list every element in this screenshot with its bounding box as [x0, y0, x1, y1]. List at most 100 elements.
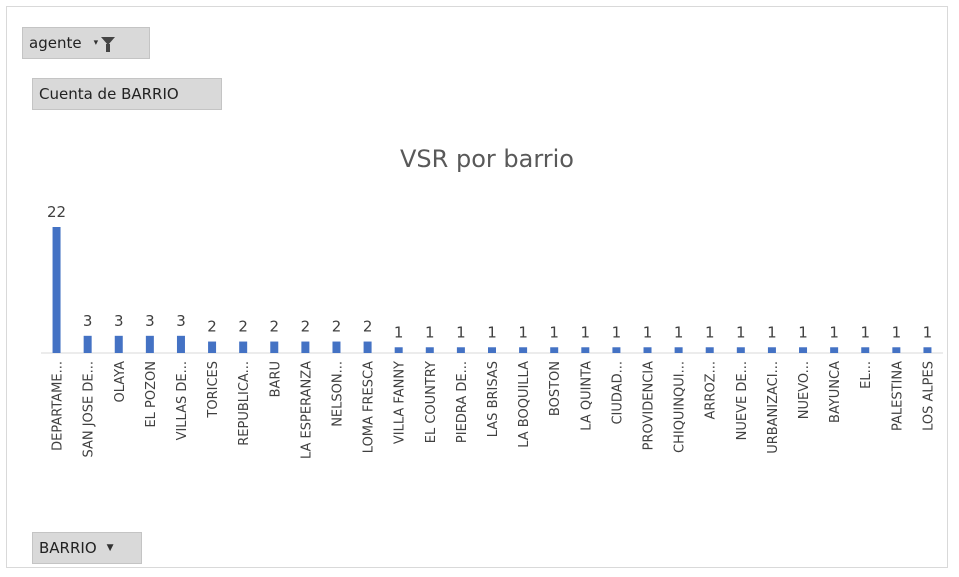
cuenta-de-barrio-button[interactable]: Cuenta de BARRIO: [32, 78, 222, 110]
category-label-26: EL...: [859, 361, 874, 389]
bar-22[interactable]: [736, 347, 745, 353]
data-label-12: 1: [425, 323, 435, 341]
bar-17[interactable]: [581, 347, 590, 353]
category-label-11: VILLA FANNY: [393, 361, 408, 444]
category-label-20: CHIQUINQUI...: [673, 361, 688, 453]
bar-12[interactable]: [425, 347, 434, 353]
data-label-14: 1: [487, 323, 497, 341]
funnel-icon: [101, 37, 116, 52]
dropdown-arrow-icon: ▾: [93, 38, 99, 48]
filter-field-label: agente: [29, 34, 82, 52]
category-label-12: EL COUNTRY: [424, 361, 439, 443]
dropdown-arrow-icon: ▼: [106, 543, 114, 553]
bar-25[interactable]: [830, 347, 839, 353]
category-label-17: LA QUINTA: [579, 361, 594, 431]
data-label-5: 2: [207, 318, 217, 336]
bar-1[interactable]: [83, 335, 92, 353]
bar-13[interactable]: [456, 347, 465, 353]
category-label-9: NELSON...: [330, 361, 345, 427]
bar-20[interactable]: [674, 347, 683, 353]
category-label-8: LA ESPERANZA: [299, 361, 314, 459]
category-label-4: VILLAS DE...: [175, 361, 190, 440]
data-label-23: 1: [767, 323, 777, 341]
data-label-11: 1: [394, 323, 404, 341]
bar-15[interactable]: [519, 347, 528, 353]
category-label-16: BOSTON: [548, 361, 563, 416]
barrio-axis-button[interactable]: BARRIO ▼: [32, 532, 142, 564]
category-label-19: PROVIDENCIA: [642, 361, 657, 450]
category-label-15: LA BOQUILLA: [517, 361, 532, 448]
category-label-13: PIEDRA DE...: [455, 361, 470, 443]
data-label-13: 1: [456, 323, 466, 341]
data-label-0: 22: [47, 203, 66, 221]
bar-2[interactable]: [114, 335, 123, 353]
bar-10[interactable]: [363, 341, 372, 353]
bar-9[interactable]: [332, 341, 341, 353]
data-label-1: 3: [83, 312, 93, 330]
data-labels: 223 3 3 3 2 2 2 2 2 2 1 1 1 1 1 1 1 1 1 1 1 1 1 1 1 1 1 1: [47, 203, 932, 341]
category-label-7: BARU: [268, 361, 283, 397]
category-label-27: PALESTINA: [890, 361, 905, 431]
bar-23[interactable]: [767, 347, 776, 353]
data-label-17: 1: [581, 323, 591, 341]
bar-8[interactable]: [301, 341, 310, 353]
data-label-22: 1: [736, 323, 746, 341]
bar-16[interactable]: [550, 347, 559, 353]
category-label-25: BAYUNCA: [828, 361, 843, 423]
category-label-2: OLAYA: [113, 361, 128, 403]
data-label-27: 1: [892, 323, 902, 341]
bars: [52, 227, 932, 353]
data-label-21: 1: [705, 323, 715, 341]
category-label-18: CIUDAD...: [610, 361, 625, 425]
category-label-21: ARROZ...: [704, 361, 719, 420]
category-label-28: LOS ALPES: [921, 361, 936, 431]
category-label-0: DEPARTAME...: [51, 361, 66, 451]
data-label-25: 1: [829, 323, 839, 341]
bar-18[interactable]: [612, 347, 621, 353]
data-label-7: 2: [270, 318, 280, 336]
chart-title: VSR por barrio: [400, 145, 574, 173]
bar-24[interactable]: [799, 347, 808, 353]
bar-19[interactable]: [643, 347, 652, 353]
bar-28[interactable]: [923, 347, 932, 353]
category-label-3: EL POZON: [144, 361, 159, 428]
category-label-14: LAS BRISAS: [486, 361, 501, 437]
category-label-24: NUEVO...: [797, 361, 812, 419]
data-label-9: 2: [332, 318, 342, 336]
category-label-5: TORICES: [206, 361, 221, 419]
bar-3[interactable]: [145, 335, 154, 353]
category-label-22: NUEVE DE...: [735, 361, 750, 440]
category-label-1: SAN JOSE DE...: [82, 361, 97, 458]
data-label-19: 1: [643, 323, 653, 341]
pivot-chart-frame: agente ▾ Cuenta de BARRIO BARRIO ▼: [6, 6, 948, 568]
bar-7[interactable]: [270, 341, 279, 353]
bar-6[interactable]: [239, 341, 248, 353]
category-label-10: LOMA FRESCA: [362, 361, 377, 453]
data-label-4: 3: [176, 312, 186, 330]
category-label-23: URBANIZACI...: [766, 361, 781, 454]
data-label-18: 1: [612, 323, 622, 341]
data-label-28: 1: [923, 323, 933, 341]
bar-4[interactable]: [176, 335, 185, 353]
data-label-26: 1: [860, 323, 870, 341]
category-labels: DEPARTAME... SAN JOSE DE... OLAYA EL POZON V…: [51, 361, 937, 459]
bar-27[interactable]: [892, 347, 901, 353]
data-label-2: 3: [114, 312, 124, 330]
data-label-3: 3: [145, 312, 155, 330]
value-field-label: Cuenta de BARRIO: [39, 85, 179, 103]
data-label-6: 2: [238, 318, 248, 336]
data-label-8: 2: [301, 318, 311, 336]
category-label-6: REPUBLICA...: [237, 361, 252, 446]
bar-11[interactable]: [394, 347, 403, 353]
bar-0[interactable]: [52, 227, 61, 353]
data-label-24: 1: [798, 323, 808, 341]
data-label-16: 1: [549, 323, 559, 341]
agente-filter-button[interactable]: agente ▾: [22, 27, 150, 59]
bar-5[interactable]: [208, 341, 217, 353]
data-label-20: 1: [674, 323, 684, 341]
bar-21[interactable]: [705, 347, 714, 353]
axis-field-label: BARRIO: [39, 539, 97, 557]
bar-26[interactable]: [861, 347, 870, 353]
bar-14[interactable]: [488, 347, 496, 353]
